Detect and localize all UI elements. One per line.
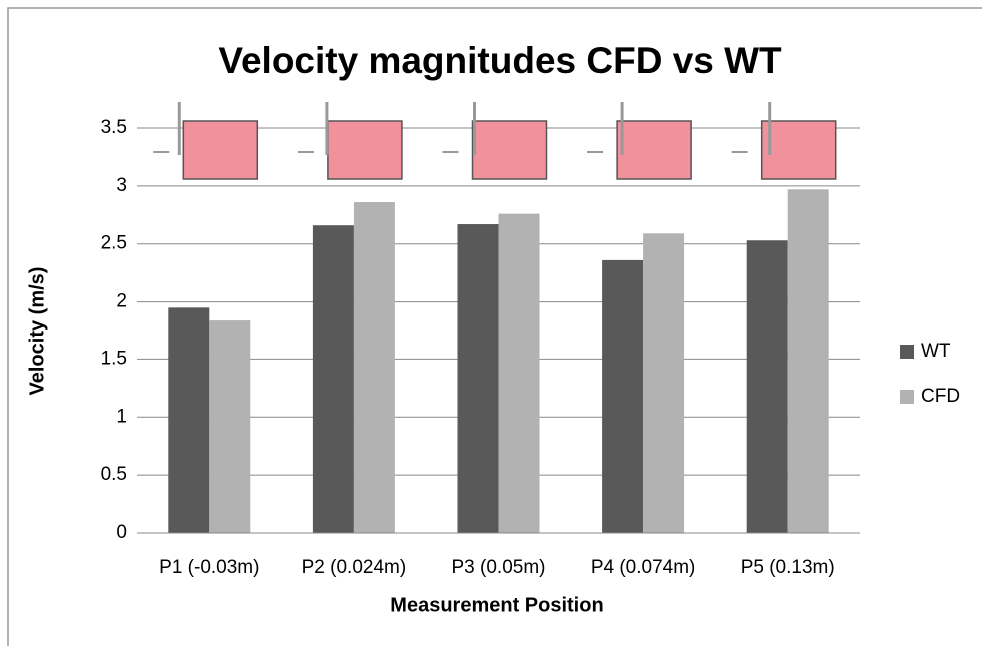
inset-box — [327, 120, 403, 180]
bar — [498, 213, 540, 533]
bar — [602, 259, 644, 533]
legend-swatch — [900, 345, 914, 359]
bar — [168, 307, 210, 533]
bar — [457, 224, 499, 534]
inset-illustrations — [153, 102, 837, 180]
chart-title: Velocity magnitudes CFD vs WT — [218, 40, 782, 81]
x-tick-label: P2 (0.024m) — [302, 557, 407, 578]
bar — [209, 320, 251, 533]
x-tick-label: P1 (-0.03m) — [159, 557, 259, 578]
bar — [787, 189, 829, 534]
y-axis-label: Velocity (m/s) — [26, 267, 48, 396]
y-tick-label: 2.5 — [101, 233, 127, 254]
x-tick-label: P5 (0.13m) — [741, 557, 835, 578]
bar — [746, 240, 788, 533]
legend-label: CFD — [921, 386, 960, 407]
inset-box — [471, 120, 548, 180]
inset-box — [760, 120, 837, 180]
y-tick-label: 0.5 — [101, 464, 127, 485]
y-tick-label: 1 — [116, 406, 127, 427]
x-tick-label: P3 (0.05m) — [452, 557, 546, 578]
bar — [353, 202, 395, 534]
bar — [312, 225, 354, 533]
x-axis-label: Measurement Position — [390, 594, 603, 616]
inset-box — [182, 120, 259, 180]
bar — [643, 233, 685, 534]
inset-box — [616, 120, 692, 180]
y-tick-label: 3 — [116, 175, 127, 196]
y-tick-label: 2 — [116, 291, 127, 312]
legend-swatch — [900, 390, 914, 404]
x-tick-label: P4 (0.074m) — [591, 557, 696, 578]
y-tick-label: 0 — [116, 522, 127, 543]
y-tick-label: 3.5 — [101, 117, 127, 138]
legend-label: WT — [921, 341, 951, 362]
y-tick-label: 1.5 — [101, 348, 127, 369]
